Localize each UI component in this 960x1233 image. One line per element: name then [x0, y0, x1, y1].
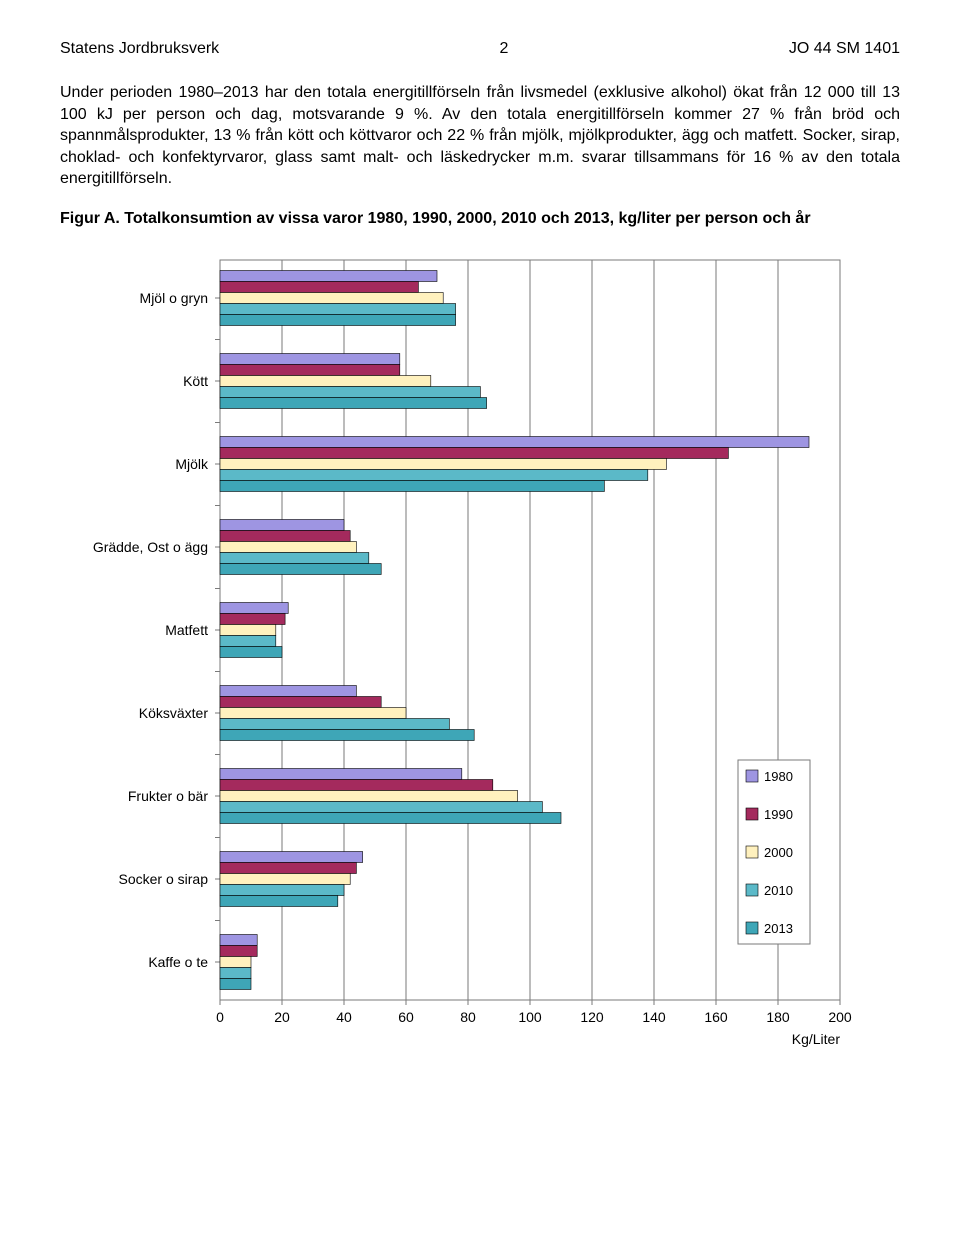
figure-caption: Figur A. Totalkonsumtion av vissa varor … — [60, 208, 900, 230]
category-label: Grädde, Ost o ägg — [93, 539, 208, 555]
bar — [220, 469, 648, 480]
bar — [220, 480, 604, 491]
bar — [220, 353, 400, 364]
bar — [220, 519, 344, 530]
page: Statens Jordbruksverk 2 JO 44 SM 1401 Un… — [0, 0, 960, 1100]
legend-swatch — [746, 770, 758, 782]
category-label: Matfett — [165, 622, 208, 638]
bar — [220, 375, 431, 386]
x-tick-label: 200 — [828, 1009, 852, 1025]
bar — [220, 530, 350, 541]
bar — [220, 790, 518, 801]
bar — [220, 281, 418, 292]
bar — [220, 967, 251, 978]
bar — [220, 458, 666, 469]
bar — [220, 862, 356, 873]
bar — [220, 779, 493, 790]
page-header: Statens Jordbruksverk 2 JO 44 SM 1401 — [60, 40, 900, 58]
x-tick-label: 140 — [642, 1009, 666, 1025]
body-paragraph: Under perioden 1980–2013 har den totala … — [60, 82, 900, 190]
bar — [220, 768, 462, 779]
bar — [220, 447, 728, 458]
bar — [220, 292, 443, 303]
x-axis-title: Kg/Liter — [792, 1031, 841, 1047]
bar — [220, 613, 285, 624]
bar — [220, 386, 480, 397]
bar — [220, 718, 449, 729]
bar — [220, 707, 406, 718]
x-tick-label: 0 — [216, 1009, 224, 1025]
bar — [220, 624, 276, 635]
x-tick-label: 100 — [518, 1009, 542, 1025]
x-tick-label: 40 — [336, 1009, 352, 1025]
category-label: Kött — [183, 373, 208, 389]
x-tick-label: 80 — [460, 1009, 476, 1025]
bar — [220, 956, 251, 967]
bar-chart: 0 20 40 60 80 100 120 140 160 180 200 Kg/Liter Mjöl … — [60, 240, 880, 1060]
header-page-number: 2 — [500, 40, 509, 58]
category-label: Mjöl o gryn — [140, 290, 208, 306]
header-right: JO 44 SM 1401 — [789, 40, 900, 58]
chart-container: 0 20 40 60 80 100 120 140 160 180 200 Kg/Liter Mjöl … — [60, 240, 900, 1060]
x-tick-label: 160 — [704, 1009, 728, 1025]
bar — [220, 602, 288, 613]
category-label: Frukter o bär — [128, 788, 208, 804]
x-tick-label: 60 — [398, 1009, 414, 1025]
bar — [220, 646, 282, 657]
bar — [220, 978, 251, 989]
legend-swatch — [746, 922, 758, 934]
bar — [220, 314, 456, 325]
legend-swatch — [746, 808, 758, 820]
bar — [220, 436, 809, 447]
legend-swatch — [746, 884, 758, 896]
bar — [220, 563, 381, 574]
bar — [220, 851, 363, 862]
legend-label: 2010 — [764, 883, 793, 898]
bar — [220, 801, 542, 812]
bar — [220, 696, 381, 707]
x-tick-label: 120 — [580, 1009, 604, 1025]
x-tick-label: 20 — [274, 1009, 290, 1025]
legend-label: 2013 — [764, 921, 793, 936]
legend-label: 1980 — [764, 769, 793, 784]
header-left: Statens Jordbruksverk — [60, 40, 219, 58]
category-label: Mjölk — [175, 456, 209, 472]
bar — [220, 364, 400, 375]
category-label: Socker o sirap — [119, 871, 209, 887]
bar — [220, 812, 561, 823]
bar — [220, 397, 487, 408]
legend-label: 1990 — [764, 807, 793, 822]
legend-swatch — [746, 846, 758, 858]
bar — [220, 541, 356, 552]
bar — [220, 729, 474, 740]
legend: 1980 1990 2000 2010 2013 — [738, 760, 810, 944]
bar — [220, 270, 437, 281]
bar — [220, 873, 350, 884]
bar — [220, 685, 356, 696]
legend-label: 2000 — [764, 845, 793, 860]
bar — [220, 934, 257, 945]
category-label: Köksväxter — [139, 705, 209, 721]
x-tick-label: 180 — [766, 1009, 790, 1025]
bar — [220, 303, 456, 314]
bar — [220, 945, 257, 956]
category-label: Kaffe o te — [148, 954, 208, 970]
bar — [220, 635, 276, 646]
bar — [220, 552, 369, 563]
bar — [220, 884, 344, 895]
bar — [220, 895, 338, 906]
